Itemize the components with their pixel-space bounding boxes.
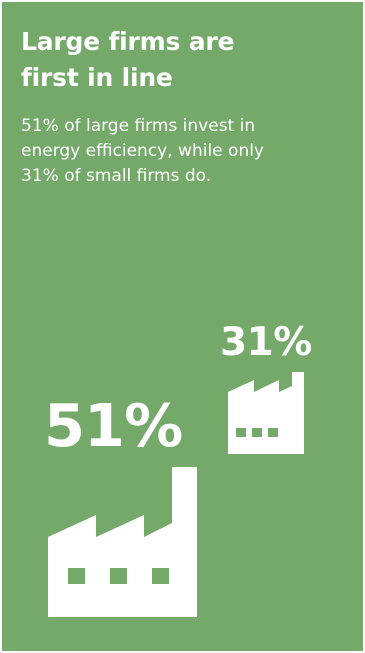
small-factory-icon [228, 372, 304, 454]
description: 51% of large firms invest in energy effi… [21, 116, 264, 186]
large-firms-percent: 51% [44, 391, 183, 460]
small-firms-percent: 31% [220, 320, 312, 365]
headline: Large firms are first in line [21, 27, 235, 92]
large-factory-icon [48, 467, 197, 617]
